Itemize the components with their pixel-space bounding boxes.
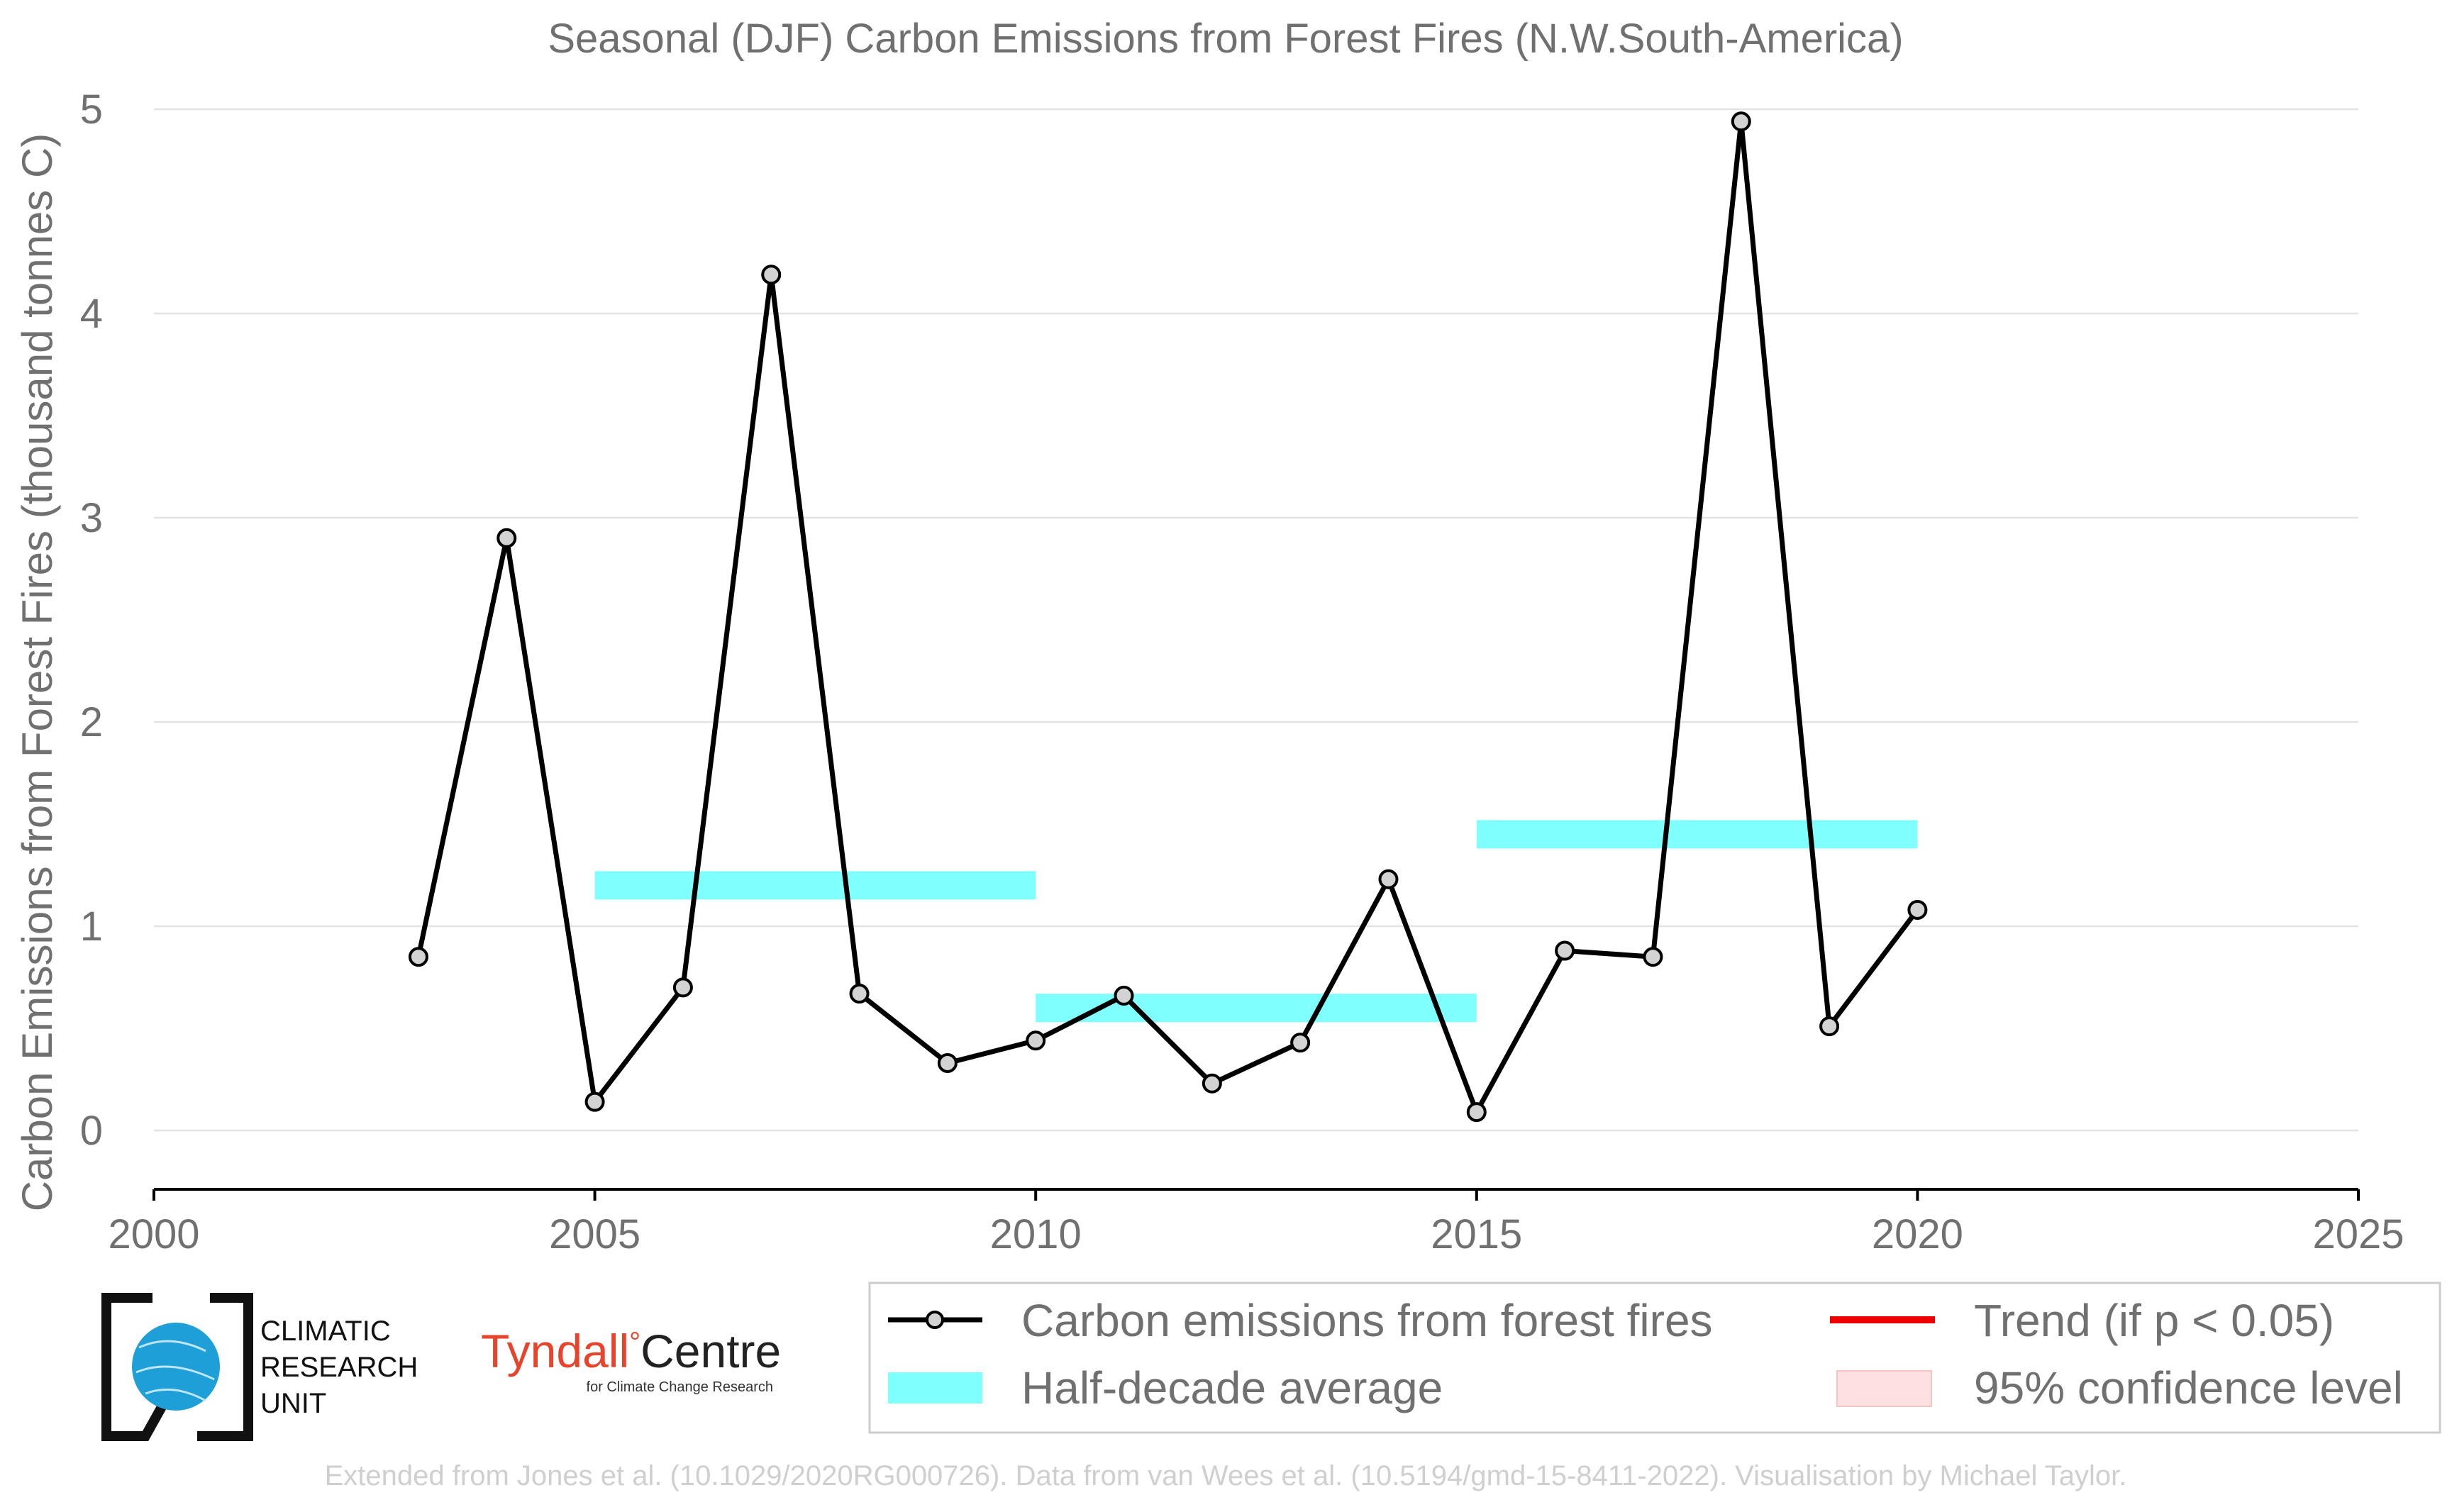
y-tick-label-1: 1	[80, 904, 103, 950]
footer-credits: Extended from Jones et al. (10.1029/2020…	[325, 1460, 2127, 1491]
x-tick-label-2025: 2025	[2312, 1211, 2404, 1257]
x-axis	[152, 1188, 2360, 1201]
x-tick-label-2000: 2000	[108, 1211, 199, 1257]
data-point-2014	[1378, 869, 1399, 889]
legend-marker-swatch	[926, 1311, 944, 1329]
x-tick-label-2005: 2005	[549, 1211, 640, 1257]
tyndall-logo: Tyndall°Centre for Climate Change Resear…	[481, 1325, 781, 1395]
cru-bracket-left	[101, 1293, 181, 1441]
data-point-2012	[1202, 1073, 1222, 1094]
emissions-line	[416, 118, 1920, 1115]
y-tick-label-5: 5	[80, 87, 103, 133]
legend-frame	[868, 1282, 2441, 1434]
legend-label-half-decade: Half-decade average	[1021, 1362, 1443, 1413]
legend: Carbon emissions from forest fires Trend…	[868, 1282, 2441, 1434]
chart-title: Seasonal (DJF) Carbon Emissions from For…	[548, 16, 1903, 62]
emissions-markers	[408, 111, 1928, 1123]
tyndall-wordmark: Tyndall°Centre	[481, 1325, 781, 1377]
y-axis-label: Carbon Emissions from Forest Fires (thou…	[13, 133, 61, 1212]
tyndall-subtitle: for Climate Change Research	[587, 1379, 773, 1395]
legend-label-emissions: Carbon emissions from forest fires	[1021, 1295, 1713, 1346]
tyndall-centre-word: Centre	[640, 1325, 781, 1377]
y-tick-label-4: 4	[80, 291, 103, 337]
cru-globe-lines	[135, 1340, 215, 1402]
cru-logo: CLIMATIC RESEARCH UNIT	[101, 1293, 418, 1441]
y-tick-labels: 0 1 2 3 4 5	[80, 87, 103, 1154]
cru-line-2: RESEARCH	[260, 1352, 418, 1383]
half-decade-band-0	[594, 871, 1036, 900]
data-point-2013	[1290, 1033, 1311, 1053]
data-point-2020	[1907, 899, 1928, 920]
legend-band-swatch	[888, 1372, 982, 1403]
half-decade-band-1	[1036, 994, 1477, 1023]
y-tick-label-2: 2	[80, 699, 103, 745]
y-tick-label-3: 3	[80, 495, 103, 541]
data-point-2006	[672, 977, 693, 998]
legend-label-trend: Trend (if p < 0.05)	[1974, 1295, 2334, 1346]
data-point-2004	[496, 528, 517, 548]
legend-label-confidence: 95% confidence level	[1974, 1362, 2403, 1413]
legend-confidence-swatch	[1836, 1370, 1932, 1407]
data-point-2007	[761, 265, 782, 285]
tyndall-word: Tyndall	[481, 1325, 629, 1377]
data-point-2018	[1731, 111, 1751, 132]
x-tick-label-2020: 2020	[1872, 1211, 1963, 1257]
x-tick-label-2015: 2015	[1431, 1211, 1522, 1257]
cru-line-1: CLIMATIC	[260, 1316, 391, 1347]
emissions-line-series	[416, 118, 1920, 1115]
data-point-2011	[1114, 985, 1134, 1006]
y-tick-label-0: 0	[80, 1108, 103, 1154]
data-point-2017	[1643, 947, 1663, 967]
cru-line-3: UNIT	[260, 1388, 326, 1419]
tyndall-degree: °	[629, 1327, 640, 1358]
x-tick-labels: 2000 2005 2010 2015 2020 2025	[108, 1211, 2404, 1257]
data-point-2008	[849, 984, 870, 1004]
half-decade-bands	[594, 820, 1918, 1023]
data-point-2009	[937, 1052, 958, 1073]
half-decade-band-2	[1476, 820, 1918, 849]
data-point-2003	[408, 947, 428, 967]
data-point-2010	[1026, 1030, 1046, 1051]
cru-bracket-right	[197, 1293, 253, 1441]
x-tick-label-2010: 2010	[990, 1211, 1082, 1257]
gridlines	[154, 108, 2358, 1132]
data-point-2019	[1819, 1016, 1840, 1037]
data-point-2005	[584, 1091, 605, 1112]
data-point-2016	[1555, 940, 1575, 961]
data-point-2015	[1466, 1102, 1487, 1123]
